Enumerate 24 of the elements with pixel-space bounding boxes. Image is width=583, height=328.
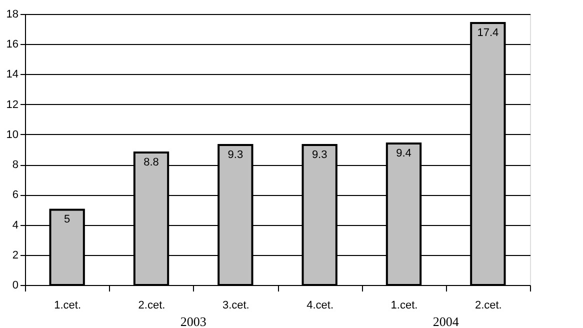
data-label: 17.4 bbox=[477, 27, 499, 40]
data-label: 5 bbox=[64, 214, 70, 226]
data-label: 9.3 bbox=[228, 148, 244, 161]
data-label: 9.3 bbox=[312, 148, 328, 161]
x-tick-label: 2.cet. bbox=[138, 300, 166, 312]
data-label: 9.4 bbox=[396, 147, 412, 160]
x-tick-label: 2.cet. bbox=[474, 300, 502, 312]
x-tick-label: 1.cet. bbox=[54, 300, 82, 312]
y-tick-label: 0 bbox=[12, 280, 18, 292]
text: 2004 bbox=[432, 314, 460, 328]
y-tick-label: 6 bbox=[12, 189, 18, 202]
text: 2003 bbox=[180, 314, 206, 328]
y-tick-label: 2 bbox=[12, 249, 18, 262]
x-tick-label: 4.cet. bbox=[306, 300, 334, 312]
y-tick-label: 8 bbox=[12, 159, 18, 172]
y-tick-label: 14 bbox=[6, 68, 18, 81]
x-tick-label: 1.cet. bbox=[390, 300, 418, 312]
y-tick-label: 12 bbox=[6, 98, 18, 111]
y-tick-label: 18 bbox=[6, 8, 18, 20]
y-tick-label: 4 bbox=[12, 219, 18, 232]
y-tick-label: 16 bbox=[6, 38, 18, 51]
data-label: 8.8 bbox=[144, 156, 159, 169]
y-tick-label: 10 bbox=[6, 128, 18, 141]
x-tick-label: 3.cet. bbox=[222, 300, 250, 312]
